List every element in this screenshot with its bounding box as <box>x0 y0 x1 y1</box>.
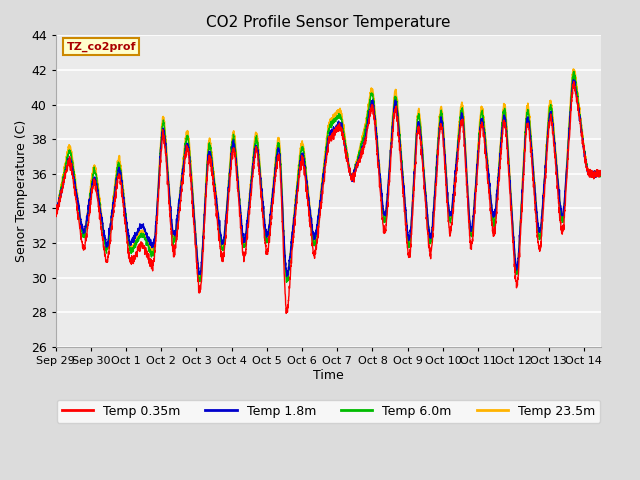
Legend: Temp 0.35m, Temp 1.8m, Temp 6.0m, Temp 23.5m: Temp 0.35m, Temp 1.8m, Temp 6.0m, Temp 2… <box>57 400 600 423</box>
Title: CO2 Profile Sensor Temperature: CO2 Profile Sensor Temperature <box>206 15 451 30</box>
X-axis label: Time: Time <box>313 369 344 382</box>
Text: TZ_co2prof: TZ_co2prof <box>67 41 136 52</box>
Y-axis label: Senor Temperature (C): Senor Temperature (C) <box>15 120 28 262</box>
